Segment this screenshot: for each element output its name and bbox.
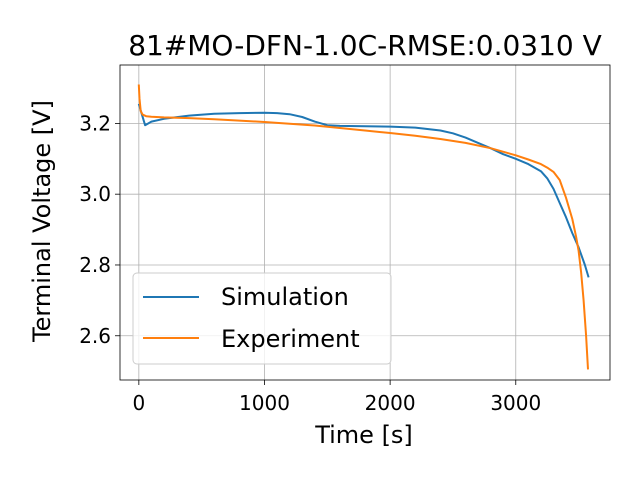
y-tick-label: 2.8: [79, 253, 111, 277]
x-axis-label: Time [s]: [314, 421, 413, 449]
x-axis-ticks: 0 1000 2000 3000: [132, 380, 541, 415]
y-tick-label: 3.0: [79, 182, 111, 206]
y-tick-label: 3.2: [79, 111, 111, 135]
x-tick-label: 0: [132, 391, 145, 415]
x-tick-label: 2000: [365, 391, 416, 415]
x-tick-label: 3000: [490, 391, 541, 415]
y-axis-label: Terminal Voltage [V]: [28, 100, 56, 343]
legend: Simulation Experiment: [132, 272, 392, 365]
series-line-experiment: [137, 84, 589, 370]
y-tick-label: 2.6: [79, 324, 111, 348]
plot-area: [137, 84, 590, 370]
legend-label-simulation: Simulation: [221, 283, 349, 311]
legend-box: [132, 272, 392, 365]
axes-frame: [119, 64, 611, 381]
x-tick-label: 1000: [239, 391, 290, 415]
chart-title: 81#MO-DFN-1.0C-RMSE:0.0310 V: [128, 29, 602, 62]
series-line-simulation: [137, 103, 590, 278]
y-axis-ticks: 2.6 2.8 3.0 3.2: [79, 111, 120, 348]
legend-label-experiment: Experiment: [221, 325, 360, 353]
